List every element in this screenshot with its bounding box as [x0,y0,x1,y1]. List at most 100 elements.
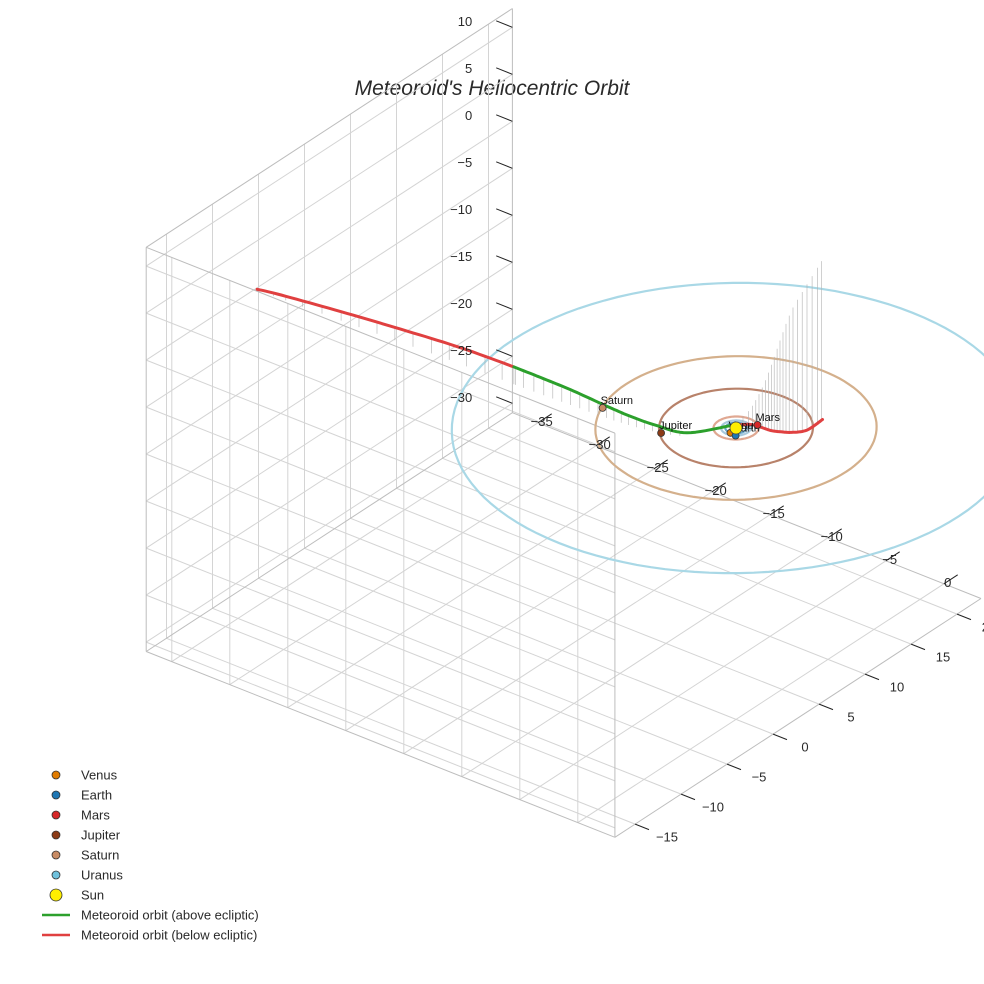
tick-mark-x [537,413,552,424]
legend-label: Saturn [81,848,119,863]
grid-line-wall-z [146,594,616,782]
tick-label-z: −25 [450,343,472,358]
tick-label-x: −20 [705,483,727,498]
grid-line-floor-x [519,560,887,801]
grid-line-wall-z [146,359,616,547]
grid-line-floor-y [350,517,820,705]
legend[interactable]: Venus Earth Mars Jupiter Saturn Uranus Sun Mete… [42,768,259,943]
orbit-saturn [594,355,878,501]
grid-line-floor-x [403,514,771,755]
tick-mark-y [634,823,650,831]
grid-line-floor-y [442,457,912,645]
grid-line-floor-y [258,577,728,765]
tick-mark-x [653,459,668,470]
tick-mark-z [496,302,513,310]
grid-line-floor-y [304,547,774,735]
legend-item[interactable]: Meteoroid orbit (below ecliptic) [42,928,257,943]
planet-label-jupiter: Jupiter [659,420,692,432]
grid-line-floor-x [461,537,829,778]
legend-item[interactable]: Saturn [51,848,119,863]
meteoroid-orbit-below-far [255,287,516,369]
tick-label-y: 0 [801,740,808,755]
axis-ticks: −35 −30 −25 −20 −15 −10 −5 0 −15 −10 −5 0 5 10 15 20 −30… [450,14,984,845]
grid-line-wall-z [145,355,513,596]
grid-line-wall-z [145,214,513,455]
grid-line-wall-z [146,312,616,500]
tick-mark-z [496,20,513,28]
grid-line-floor-x [287,468,655,709]
tick-label-y: 5 [847,710,854,725]
legend-marker-swatch [51,850,61,860]
tick-label-y: 20 [982,620,984,635]
meteoroid-orbit-below-near [732,418,824,434]
legend-item[interactable]: Uranus [51,868,123,883]
tick-label-x: −10 [821,529,843,544]
planet-marker-mars [753,420,762,429]
tick-label-z: 10 [458,14,472,29]
grid-line-wall-z [145,308,513,549]
grid-line-wall-z [145,402,513,643]
grid-line-wall-z [145,26,513,267]
tick-mark-y [680,793,696,801]
legend-item[interactable]: Jupiter [51,828,121,843]
planet-label-mars: Mars [756,412,781,424]
grid-line-wall-z [146,641,616,829]
grid-line-floor-x [229,445,597,686]
tick-mark-z [496,161,513,169]
box-edge [146,651,616,838]
grid-line-wall-z [146,500,616,688]
orbit-jupiter [657,387,815,469]
legend-label: Meteoroid orbit (above ecliptic) [81,908,259,923]
legend-label: Meteoroid orbit (below ecliptic) [81,928,257,943]
grid-line-wall-z [146,453,616,641]
tick-mark-x [827,528,842,539]
tick-label-x: −15 [763,506,785,521]
legend-label: Mars [81,808,110,823]
chart-title: Meteoroid's Heliocentric Orbit [355,77,631,100]
tick-label-x: 0 [944,575,951,590]
tick-mark-x [711,482,726,493]
tick-mark-y [956,613,972,621]
planet-marker-saturn [598,403,607,412]
box-edge [614,598,982,838]
legend-label: Sun [81,888,104,903]
tick-label-y: −10 [702,800,724,815]
legend-marker-swatch [51,830,61,840]
tick-mark-z [496,208,513,216]
tick-mark-y [772,733,788,741]
tick-label-z: −30 [450,390,472,405]
tick-label-x: −35 [531,414,553,429]
grid-line-wall-z [146,547,616,735]
tick-mark-y [910,643,926,651]
legend-marker-swatch [49,888,63,902]
grid-line-wall-z [146,406,616,594]
tick-label-x: −30 [589,437,611,452]
tick-label-x: −5 [882,552,897,567]
grid-line-wall-z [145,73,513,314]
grid-line-wall-z [145,167,513,408]
tick-mark-z [496,396,513,404]
tick-label-y: −15 [656,830,678,845]
legend-label: Earth [81,788,112,803]
grid-lines [145,8,982,838]
legend-item[interactable]: Sun [49,888,104,903]
tick-label-z: 0 [465,108,472,123]
planet-marker-jupiter [657,429,665,437]
tick-label-y: 15 [936,650,950,665]
grid-line-floor-x [577,583,945,824]
grid-line-floor-y [488,427,958,615]
legend-item[interactable]: Meteoroid orbit (above ecliptic) [42,908,259,923]
box-edge [145,412,513,652]
grid-line-floor-y [166,637,636,825]
box-edge [145,8,513,248]
legend-item[interactable]: Venus [51,768,118,783]
legend-item[interactable]: Mars [51,808,110,823]
tick-label-z: −10 [450,202,472,217]
legend-marker-swatch [51,790,61,800]
box-edge [146,246,616,434]
legend-item[interactable]: Earth [51,788,112,803]
meteoroid-orbit [255,287,824,435]
legend-label: Uranus [81,868,123,883]
